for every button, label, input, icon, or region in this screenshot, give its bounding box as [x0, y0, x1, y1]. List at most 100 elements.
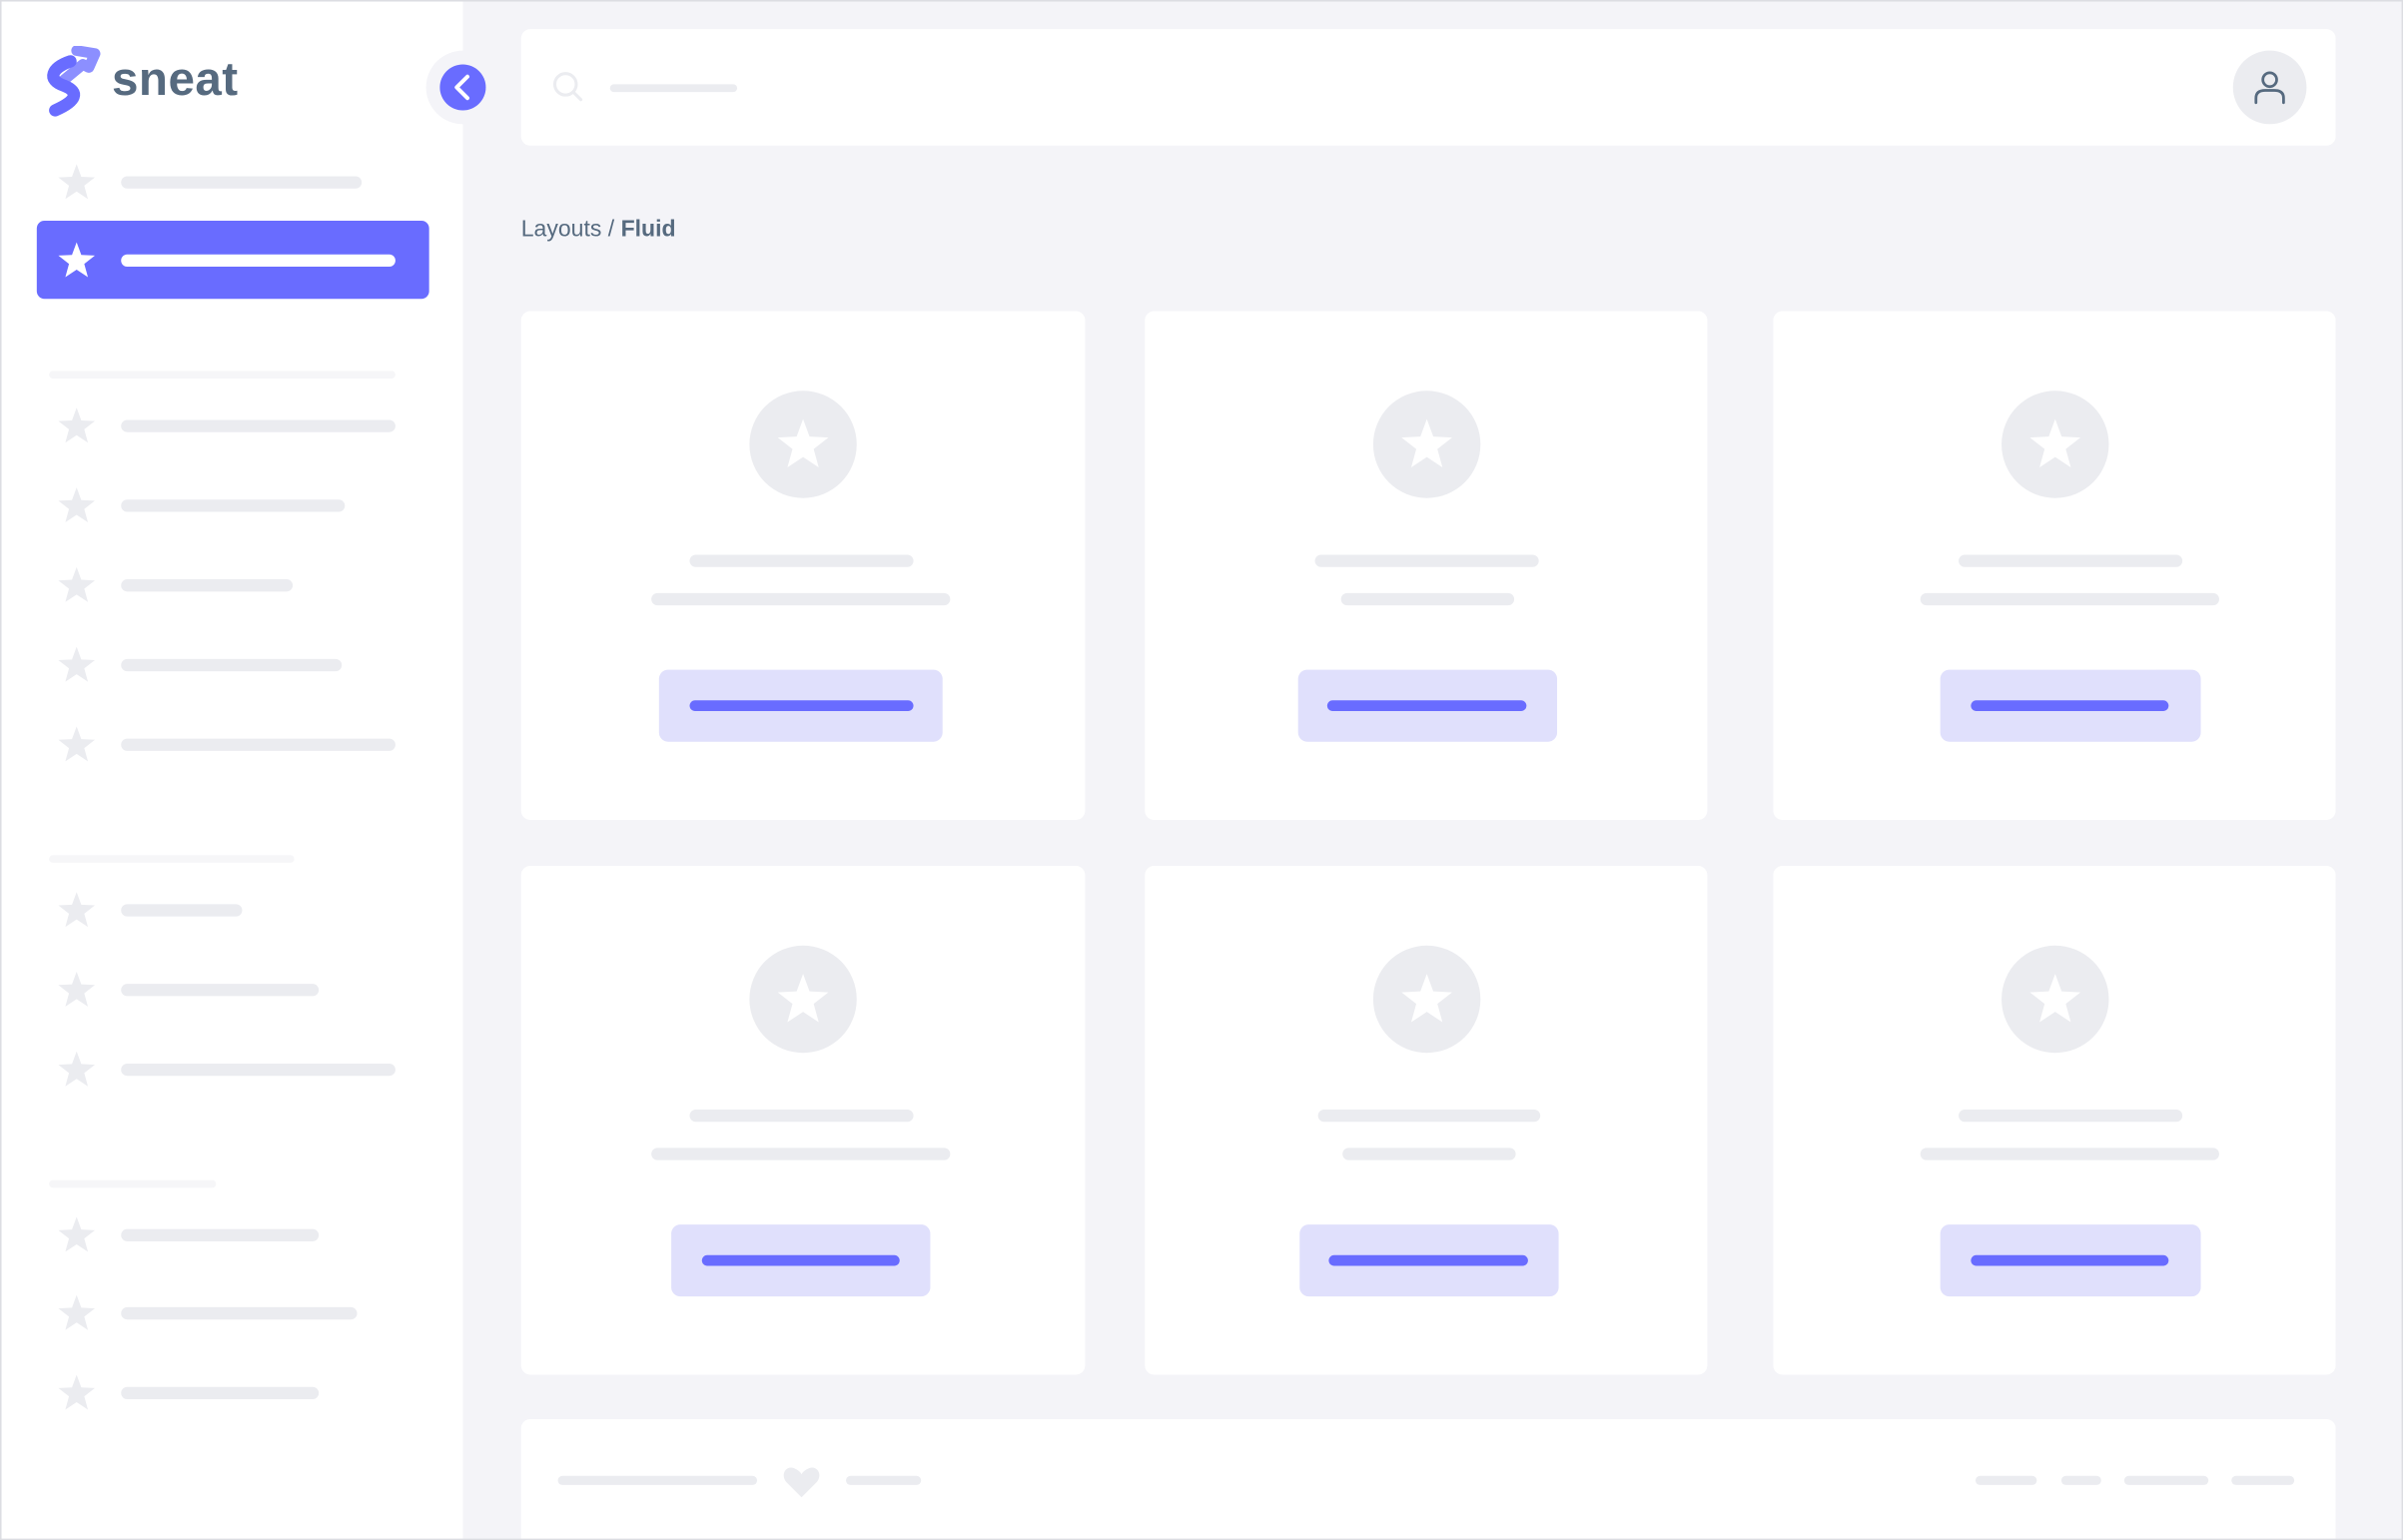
menu-section-header [49, 1179, 217, 1188]
star-icon [57, 1293, 97, 1333]
star-icon [57, 163, 97, 203]
sidebar-item[interactable] [37, 711, 429, 779]
card-avatar [2001, 390, 2108, 498]
content-card [1145, 311, 1708, 820]
sidebar-item-label [121, 1306, 358, 1320]
sidebar-item-active[interactable] [36, 220, 429, 300]
search-input[interactable] [609, 84, 738, 93]
card-button-label [1971, 1254, 2169, 1266]
star-icon [57, 1373, 97, 1413]
card-title [1317, 1109, 1541, 1123]
card-avatar [1372, 945, 1480, 1054]
sidebar-item-label [121, 419, 396, 432]
card-title [689, 554, 914, 567]
card-text [1920, 592, 2219, 606]
heart-icon [783, 1467, 820, 1498]
card-button[interactable] [1940, 669, 2201, 742]
sidebar-item[interactable] [37, 877, 429, 945]
sidebar-item[interactable] [37, 149, 429, 217]
sidebar: sneat [0, 0, 500, 1540]
footer-link[interactable] [846, 1475, 922, 1485]
star-icon [57, 1050, 97, 1090]
sidebar-item[interactable] [37, 1201, 429, 1269]
sidebar-item[interactable] [37, 472, 429, 540]
card-text [651, 592, 951, 606]
footer-link[interactable] [1975, 1475, 2037, 1485]
content-card [520, 311, 1086, 820]
sidebar-item-label [121, 1063, 396, 1077]
sidebar-item-label [121, 738, 396, 751]
footer-link[interactable] [2231, 1475, 2295, 1485]
sidebar-item-label [121, 904, 243, 917]
sidebar-item-label [121, 658, 343, 672]
card-button-label [1326, 700, 1527, 712]
sidebar-item-label [121, 984, 320, 997]
user-icon [2254, 71, 2285, 105]
breadcrumb-separator: / [607, 216, 615, 243]
star-icon [57, 1215, 97, 1255]
card-button-label [701, 1254, 900, 1266]
sidebar-item-label [121, 499, 346, 512]
card-button[interactable] [1940, 1224, 2201, 1297]
card-button[interactable] [671, 1224, 931, 1297]
menu-section-header [49, 855, 295, 863]
breadcrumb: Layouts / Fluid [521, 216, 676, 242]
footer [520, 1418, 2336, 1540]
sidebar-item[interactable] [37, 1036, 429, 1104]
star-icon [57, 241, 97, 281]
card-title [689, 1109, 914, 1123]
card-button[interactable] [1297, 669, 1558, 742]
card-text [1342, 1148, 1516, 1160]
sidebar-item[interactable] [37, 1359, 429, 1427]
sidebar-item[interactable] [37, 1279, 429, 1347]
sidebar-item[interactable] [37, 551, 429, 619]
content-card [1773, 311, 2336, 820]
card-button[interactable] [658, 669, 943, 742]
chevron-left-icon [454, 74, 470, 101]
breadcrumb-current: Fluid [620, 216, 676, 243]
footer-link[interactable] [2060, 1475, 2101, 1485]
star-icon [57, 485, 97, 525]
sidebar-item-label [121, 1228, 320, 1241]
content-card [520, 865, 1086, 1375]
card-avatar [2001, 945, 2108, 1054]
sidebar-item-label [121, 176, 363, 189]
card-button-label [1328, 1254, 1528, 1266]
breadcrumb-parent[interactable]: Layouts [520, 216, 602, 243]
search-icon[interactable] [551, 71, 585, 105]
card-avatar [749, 945, 857, 1054]
star-icon [57, 970, 97, 1010]
sidebar-item[interactable] [37, 957, 429, 1025]
card-button-label [1971, 700, 2169, 712]
logo-icon [43, 45, 101, 120]
card-button-label [689, 700, 914, 712]
sidebar-item-label [121, 579, 294, 592]
star-icon [57, 565, 97, 605]
card-title [1314, 554, 1539, 567]
card-button[interactable] [1299, 1224, 1559, 1297]
collapse-sidebar-button[interactable] [439, 64, 486, 111]
top-navbar [520, 29, 2336, 146]
sidebar-item-label [121, 254, 396, 268]
card-text [1340, 592, 1515, 606]
card-title [1959, 1109, 2183, 1123]
content-card [1773, 865, 2336, 1375]
card-text [1920, 1148, 2219, 1160]
footer-text [557, 1475, 758, 1485]
avatar[interactable] [2232, 50, 2307, 125]
card-text [651, 1148, 951, 1160]
brand-name: sneat [112, 52, 239, 106]
star-icon [57, 891, 97, 931]
menu-section-header [49, 371, 396, 380]
star-icon [57, 645, 97, 685]
star-icon [57, 725, 97, 765]
content-card [1145, 865, 1708, 1375]
footer-link[interactable] [2123, 1475, 2209, 1485]
card-avatar [1372, 390, 1480, 498]
sidebar-item[interactable] [37, 392, 429, 460]
sidebar-item-label [121, 1386, 320, 1399]
card-avatar [749, 390, 857, 498]
star-icon [57, 406, 97, 446]
sidebar-item[interactable] [37, 631, 429, 699]
